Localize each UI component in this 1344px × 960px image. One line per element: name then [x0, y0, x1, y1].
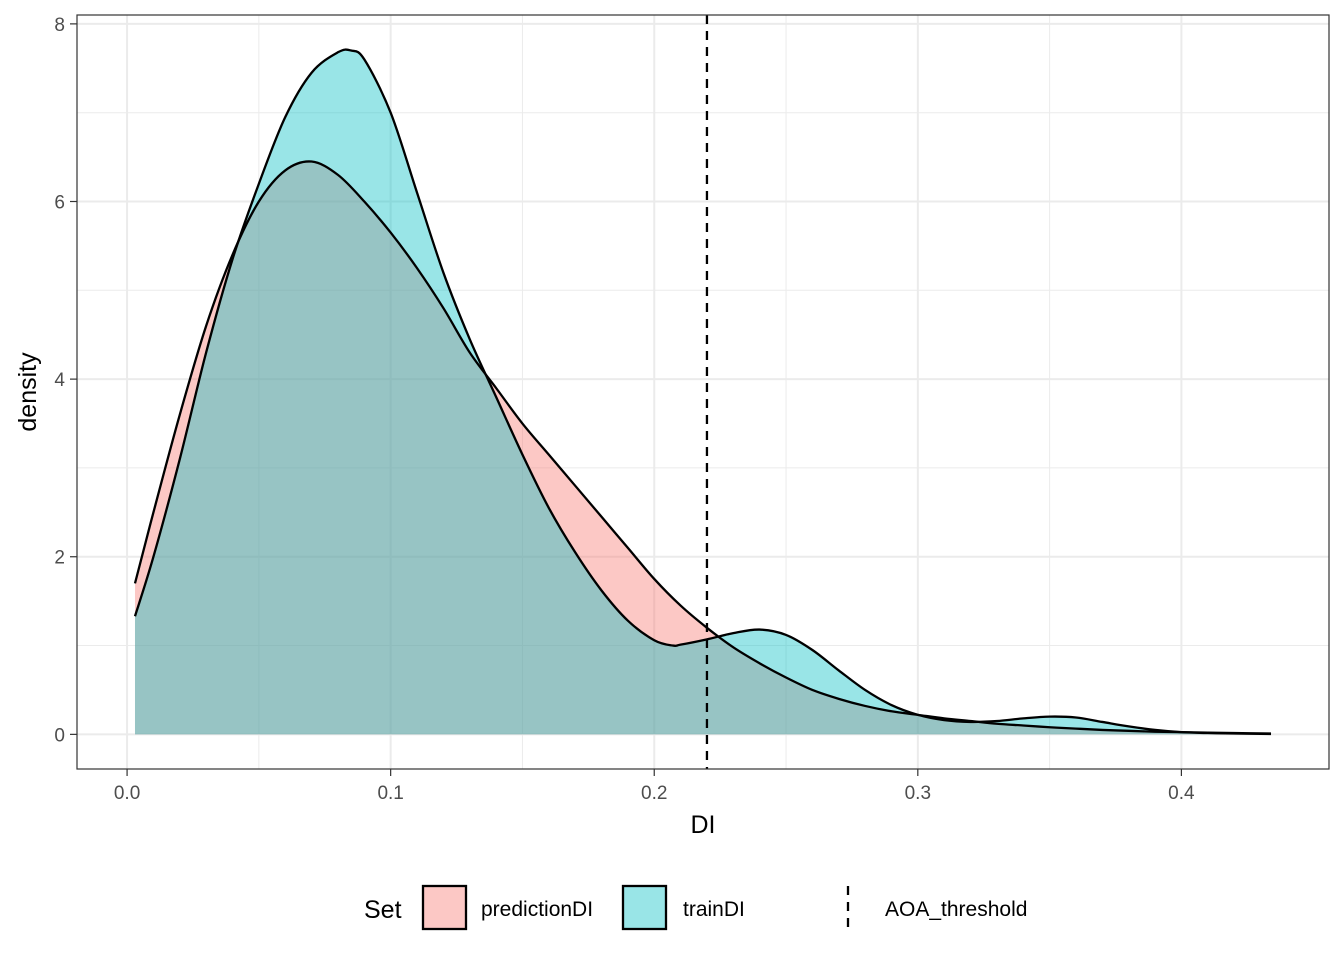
x-tick-label: 0.4	[1168, 783, 1195, 804]
y-tick-label: 0	[54, 725, 65, 746]
density-outline-trainDI	[133, 48, 1272, 736]
legend-key-predictionDI	[421, 884, 468, 931]
y-axis-title: density	[14, 352, 42, 432]
major-gridlines	[77, 15, 1329, 769]
y-axis: 0 2 4 6 8	[54, 15, 77, 746]
x-tick-label: 0.0	[114, 783, 140, 804]
density-outline-predictionDI	[133, 160, 1272, 735]
density-area-predictionDI	[134, 161, 1272, 735]
legend-label-AOA_threshold: AOA_threshold	[885, 898, 1027, 921]
minor-gridlines	[77, 15, 1329, 769]
density-areas	[133, 48, 1272, 736]
density-area-trainDI	[134, 49, 1272, 735]
x-axis-title: DI	[691, 811, 716, 839]
x-axis: 0.0 0.1 0.2 0.3 0.4	[114, 769, 1195, 804]
legend: Set predictionDI trainDI AOA_threshold	[364, 884, 1027, 931]
x-tick-label: 0.1	[377, 783, 403, 804]
x-tick-label: 0.2	[641, 783, 667, 804]
legend-key-trainDI	[621, 884, 668, 931]
legend-label-predictionDI: predictionDI	[481, 898, 593, 921]
legend-label-trainDI: trainDI	[683, 898, 745, 921]
y-tick-label: 6	[54, 193, 65, 214]
panel-border	[76, 14, 1330, 770]
legend-title: Set	[364, 896, 402, 924]
y-tick-label: 8	[54, 15, 65, 36]
x-tick-label: 0.3	[905, 783, 931, 804]
y-tick-label: 2	[54, 548, 65, 569]
y-tick-label: 4	[54, 370, 65, 391]
